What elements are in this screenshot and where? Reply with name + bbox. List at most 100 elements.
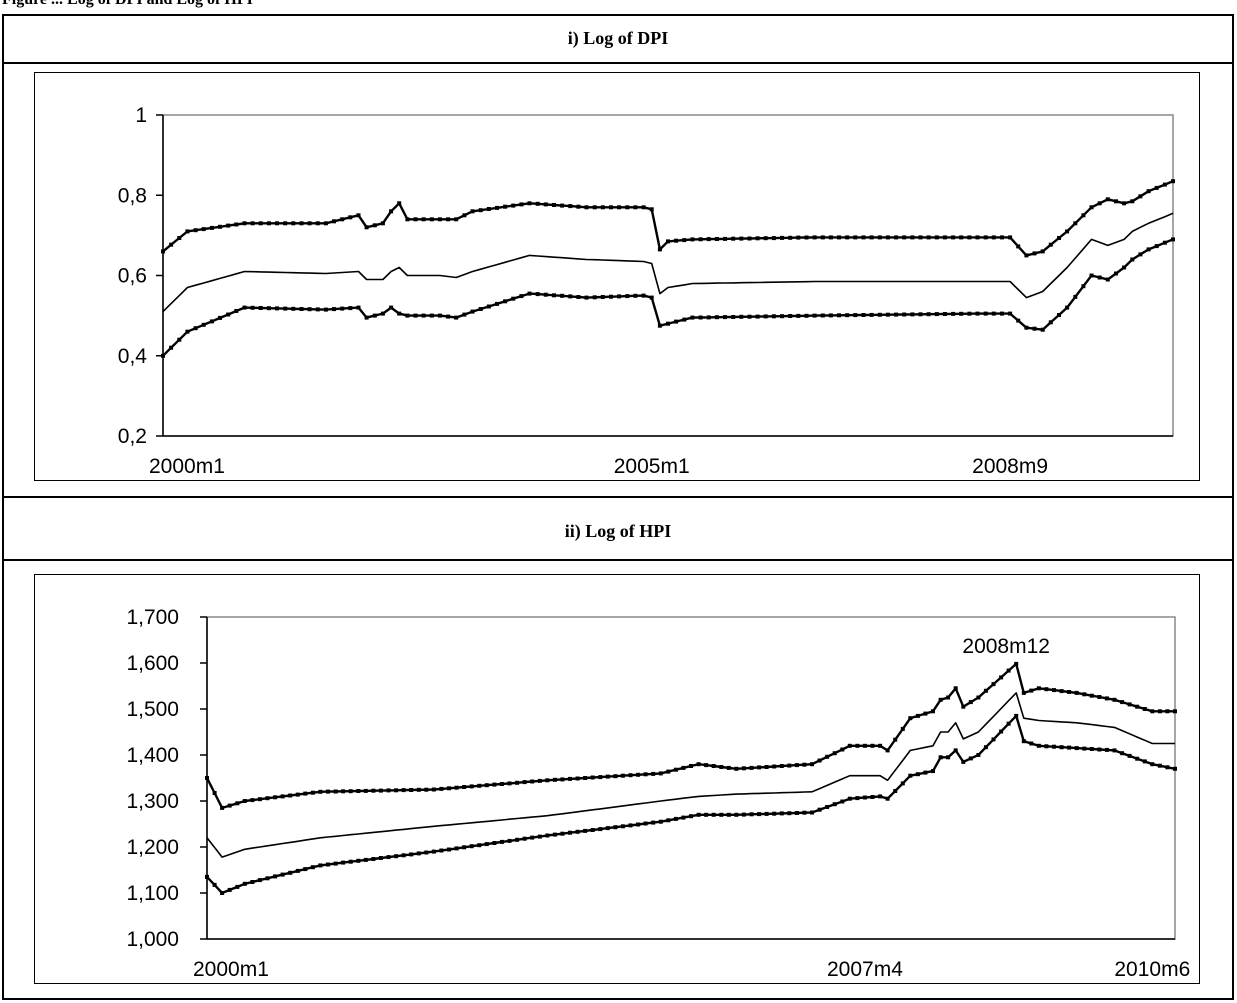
data-point-upper [600, 205, 605, 210]
data-point-upper [492, 782, 497, 787]
data-point-lower [1016, 318, 1021, 323]
data-point-upper [1127, 702, 1132, 707]
data-point-upper [689, 764, 693, 768]
data-point-upper [764, 765, 769, 769]
data-point-lower [492, 841, 497, 845]
data-point-upper [749, 765, 754, 770]
data-point-upper [711, 764, 716, 768]
data-point-lower [613, 825, 618, 830]
data-point-upper [1008, 235, 1013, 240]
data-point-lower [951, 311, 956, 316]
data-point-upper [560, 203, 565, 208]
data-point-lower [1089, 273, 1094, 278]
data-point-lower [731, 315, 736, 319]
data-point-upper [961, 704, 966, 709]
data-point-lower [1074, 746, 1079, 751]
data-point-upper [394, 788, 399, 793]
data-point-lower [169, 345, 174, 350]
data-point-upper [226, 223, 231, 228]
data-point-lower [372, 313, 377, 318]
data-point-upper [953, 686, 958, 691]
data-point-lower [1157, 763, 1162, 768]
data-point-upper [454, 217, 459, 222]
data-point-upper [893, 737, 898, 742]
data-point-lower [315, 307, 320, 312]
data-point-upper [877, 235, 882, 240]
data-point-upper [817, 758, 822, 763]
data-point-upper [515, 780, 520, 785]
data-point-lower [1059, 745, 1064, 750]
data-point-lower [698, 315, 703, 320]
data-point-upper [576, 204, 581, 209]
data-point-upper [862, 743, 867, 748]
data-point-lower [280, 872, 285, 877]
data-point-lower [242, 305, 247, 310]
data-point-upper [900, 726, 905, 731]
data-point-lower [617, 294, 622, 299]
data-point-upper [763, 236, 768, 241]
data-point-upper [666, 239, 670, 244]
data-point-lower [706, 315, 711, 320]
data-point-upper [1173, 709, 1177, 714]
data-point-upper [812, 235, 817, 240]
y-tick-label: 1,500 [126, 698, 179, 721]
data-point-lower [923, 770, 928, 775]
data-point-upper [633, 205, 638, 210]
data-point-upper [447, 786, 451, 791]
data-point-lower [389, 305, 394, 310]
data-point-lower [356, 858, 361, 863]
y-tick-label: 0,6 [118, 265, 147, 288]
data-point-upper [446, 217, 451, 222]
data-point-lower [283, 306, 288, 311]
data-point-lower [1165, 765, 1170, 770]
data-point-lower [837, 313, 841, 318]
data-point-upper [552, 203, 556, 207]
data-point-lower [845, 313, 850, 318]
data-point-lower [983, 311, 988, 316]
x-tick-label: 2000m1 [149, 455, 225, 478]
data-point-upper [560, 777, 565, 782]
data-point-upper [378, 788, 383, 793]
data-point-upper [1040, 249, 1045, 254]
data-point-upper [584, 205, 589, 210]
data-point-lower [855, 796, 860, 801]
data-point-upper [356, 213, 361, 218]
data-point-lower [310, 865, 315, 870]
data-point-upper [739, 236, 744, 241]
data-point-lower [1097, 275, 1102, 280]
data-point-lower [303, 867, 308, 872]
data-point-lower [201, 322, 206, 327]
data-point-upper [1122, 201, 1127, 206]
data-point-upper [682, 238, 687, 243]
data-point-lower [193, 326, 198, 331]
divider-line [2, 62, 1234, 64]
data-point-upper [193, 228, 198, 233]
data-point-lower [568, 830, 572, 835]
data-point-lower [649, 295, 654, 300]
x-tick-label: 2005m1 [614, 455, 690, 478]
data-point-lower [1120, 751, 1125, 756]
data-point-upper [946, 695, 951, 700]
data-point-upper [462, 785, 467, 789]
data-point-upper [741, 766, 746, 771]
data-point-lower [177, 337, 182, 342]
data-point-lower [478, 307, 483, 311]
data-point-upper [348, 215, 353, 220]
data-point-upper [802, 762, 807, 767]
data-point-lower [628, 823, 633, 828]
data-point-lower [275, 306, 279, 311]
data-point-lower [299, 307, 304, 311]
data-point-upper [295, 792, 300, 797]
data-point-lower [1065, 305, 1070, 310]
data-point-lower [674, 319, 679, 324]
data-point-lower [711, 812, 716, 817]
data-point-lower [454, 846, 459, 851]
data-point-lower [1173, 766, 1177, 771]
panel-title-dpi: i) Log of DPI [567, 28, 669, 48]
data-point-lower [1097, 747, 1102, 752]
data-point-lower [651, 820, 656, 825]
data-point-lower [431, 849, 436, 854]
data-point-lower [802, 810, 807, 815]
data-point-upper [1074, 690, 1079, 695]
data-point-upper [628, 773, 633, 778]
